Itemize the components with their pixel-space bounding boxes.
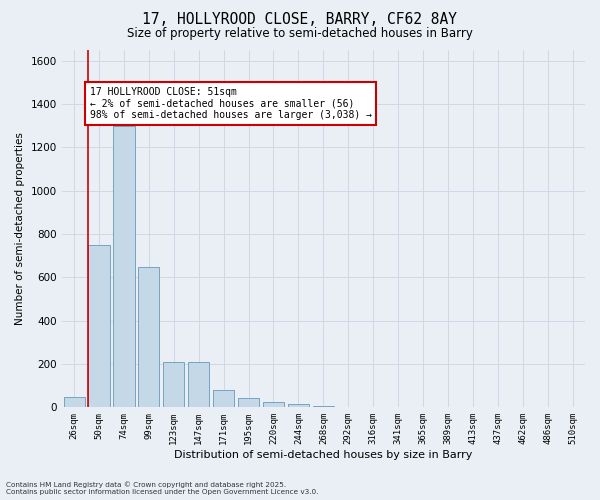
Text: Contains HM Land Registry data © Crown copyright and database right 2025.
Contai: Contains HM Land Registry data © Crown c…	[6, 482, 319, 495]
Text: 17, HOLLYROOD CLOSE, BARRY, CF62 8AY: 17, HOLLYROOD CLOSE, BARRY, CF62 8AY	[143, 12, 458, 28]
X-axis label: Distribution of semi-detached houses by size in Barry: Distribution of semi-detached houses by …	[174, 450, 473, 460]
Text: Size of property relative to semi-detached houses in Barry: Size of property relative to semi-detach…	[127, 28, 473, 40]
Bar	[288, 404, 309, 407]
Bar	[113, 126, 134, 408]
Text: 17 HOLLYROOD CLOSE: 51sqm
← 2% of semi-detached houses are smaller (56)
98% of s: 17 HOLLYROOD CLOSE: 51sqm ← 2% of semi-d…	[89, 87, 371, 120]
Bar	[188, 362, 209, 408]
Bar	[238, 398, 259, 407]
Y-axis label: Number of semi-detached properties: Number of semi-detached properties	[15, 132, 25, 325]
Bar	[313, 406, 334, 408]
Bar	[163, 362, 184, 408]
Bar	[64, 396, 85, 407]
Bar	[138, 266, 160, 408]
Bar	[263, 402, 284, 407]
Bar	[88, 245, 110, 408]
Bar	[213, 390, 234, 407]
